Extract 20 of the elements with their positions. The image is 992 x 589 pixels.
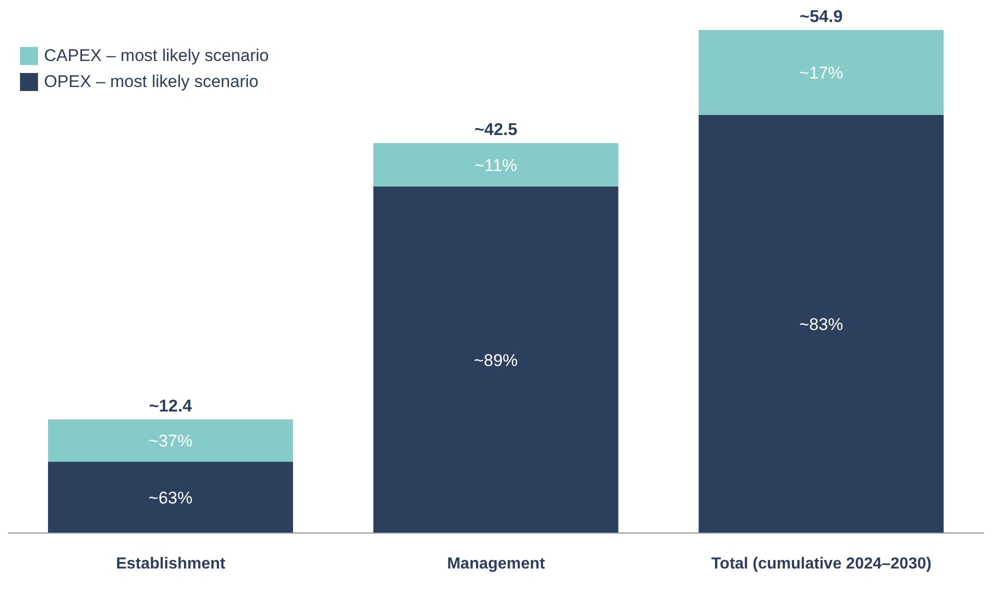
bar xyxy=(48,462,293,533)
annotation: ~42.5 xyxy=(474,120,518,140)
legend-label: OPEX – most likely scenario xyxy=(44,72,258,92)
annotation: ~83% xyxy=(799,315,844,334)
annotation: ~11% xyxy=(474,156,518,175)
legend-label: CAPEX – most likely scenario xyxy=(44,46,269,66)
x-tick-label: Management xyxy=(447,555,546,572)
annotation: ~12.4 xyxy=(148,396,193,416)
annotation: ~37% xyxy=(148,431,192,450)
bar xyxy=(373,143,618,186)
annotation: ~89% xyxy=(474,350,518,370)
annotation: ~63% xyxy=(148,488,192,508)
bar xyxy=(698,30,944,116)
text: ~54.9 xyxy=(800,7,843,26)
annotation: ~17% xyxy=(799,64,844,83)
x-tick-label: Establishment xyxy=(116,555,226,572)
bar xyxy=(48,419,293,462)
bar xyxy=(698,115,944,533)
x-tick-label: Total (cumulative 2024–2030) xyxy=(711,555,932,572)
bar xyxy=(373,186,618,533)
